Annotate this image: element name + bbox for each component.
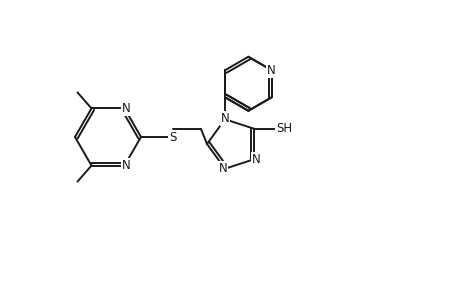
Text: N: N (251, 153, 260, 166)
Text: S: S (169, 130, 176, 143)
Text: SH: SH (275, 122, 291, 135)
Text: N: N (122, 102, 131, 115)
Text: N: N (267, 64, 275, 77)
Text: N: N (218, 162, 227, 175)
Text: N: N (220, 112, 229, 125)
Text: N: N (122, 159, 131, 172)
